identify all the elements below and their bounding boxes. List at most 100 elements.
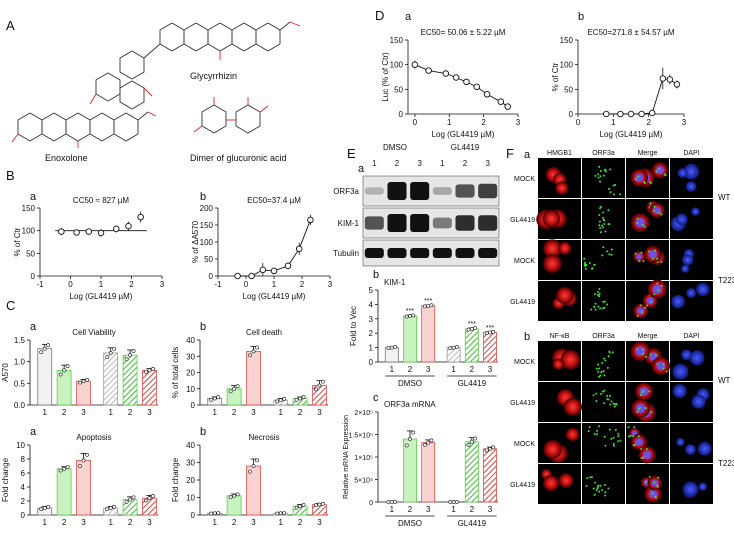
panel-label-D: D [375,8,384,23]
x-tick-label: 3 [317,518,322,527]
data-point [627,110,635,118]
chart-title: KIM-1 [384,278,406,287]
replicate-dot [448,346,453,351]
cell-green-dot [610,437,613,440]
cell-green-dot [608,394,611,397]
replicate-dot [451,500,456,504]
cell-green-dot [602,370,605,373]
cell-merge-blue [636,253,643,260]
x-axis-label: Log (GL4419 µM) [432,130,495,139]
cell-merge-green [658,168,661,171]
cell-green-dot [601,254,604,257]
cell-green-dot [609,403,612,406]
y-axis-label: Relative mRNA Expression [343,415,350,499]
cell-nucleus [691,207,700,216]
chart-cell-death: 0 10 20 30 40 1 2 3 1 2 3 Cell death % of total cell… [171,328,328,417]
replicate-dot [317,502,322,507]
blot-band [455,215,475,231]
cell-merge-blue [655,166,665,175]
x-tick-label: 1 [43,518,48,527]
y-tick-label: 100 [22,227,36,236]
cell-green-dot [610,253,613,256]
cell-green-dot [597,363,600,366]
bar [421,305,436,363]
cell-green-dot [588,426,591,429]
cell-red [542,475,560,492]
blot-band [432,248,452,258]
replicate-dot [484,331,489,335]
cell-green-dot [598,295,601,298]
channel-header: Merge [638,333,658,340]
x-tick-label: 3 [147,518,152,527]
cell-green-dot [597,176,600,179]
y-tick-label: 1.5 [14,336,26,345]
cell-merge-blue [634,173,644,183]
cell-nucleus [672,384,687,399]
cell-merge-green [662,363,665,366]
x-tick-label: 0 [576,118,581,127]
cell-merge-green [638,407,641,410]
cell-green-dot [594,174,597,177]
chart-cell-viability: 0.0 0.5 1.0 1.5 1 2 3 1 2 3 Cell Viability A570 [1,328,158,417]
y-tick-label: 150 [390,36,404,45]
blot-group-label: DMSO [383,143,407,152]
cell-green-dot [614,183,617,186]
replicate-dot [255,458,259,463]
cell-merge-green [636,410,639,413]
y-tick-label: 30 [186,352,195,361]
micro-row-label: MOCK [514,359,535,366]
y-tick-label: 8 [21,455,26,464]
cell-green-dot [619,439,622,442]
y-tick-label: 200 [200,204,214,213]
cell-green-dot [604,230,607,233]
replicate-dot [389,500,394,504]
lane-label: 1 [372,159,377,168]
cell-merge-green [643,225,646,228]
cell-merge-green [641,391,644,394]
chart-kim1-quant: 0 1 2 3 4 5 1 2 *** 3 *** 1 2 *** 3 *** KIM-1 Fold to Vec… [349,278,498,388]
sublabel-Eb: b [373,269,379,281]
cell-green-dot [602,219,605,222]
chart-orf3a-mrna: 0 5×10⁴ 1×10⁵ 1.5×10⁵ 2×10⁵ 1 2 3 1 2 3 ORF3a mRNA R… [343,400,498,528]
cell-merge-green [643,180,646,183]
y-tick-label: 10 [16,441,25,450]
cell-green-dot [607,487,610,490]
cell-green-dot [598,213,601,216]
y-tick-label: 20 [186,476,195,485]
replicate-dot [278,511,283,516]
blot-band [455,184,475,198]
x-tick-label: 1 [108,408,113,417]
y-tick-label: 4 [369,300,374,309]
y-tick-label: 5 [369,286,374,295]
cell-green-dot [601,390,604,393]
cell-green-dot [599,170,602,173]
replicate-dot [147,496,152,501]
cell-nucleus [685,444,696,455]
data-point [473,83,481,91]
replicate-dot [408,437,412,441]
replicate-dot [317,383,322,388]
cell-merge-green [639,304,642,307]
cell-nucleus [682,481,699,498]
sublabel-Ec: c [373,392,379,404]
blot-row-label: KIM-1 [338,219,360,228]
cell-green-dot [599,227,602,230]
cell-green-dot [599,231,602,234]
cell-green-dot [595,392,598,395]
replicate-dot [451,345,456,350]
replicate-dot [294,505,299,510]
cell-merge-green [634,178,637,181]
replicate-dot [39,507,44,512]
x-tick-label: 2 [470,505,475,514]
panel-label-C: C [6,298,15,313]
cell-merge-green [640,457,643,460]
data-point [666,76,674,83]
blot-band [478,215,498,231]
cell-green-dot [603,402,606,405]
cell-green-dot [588,261,591,264]
cell-green-dot [602,246,605,249]
y-tick-label: 40 [186,336,195,345]
cell-green-dot [602,211,605,214]
cell-merge-green [642,259,645,262]
replicate-dot [108,506,113,510]
